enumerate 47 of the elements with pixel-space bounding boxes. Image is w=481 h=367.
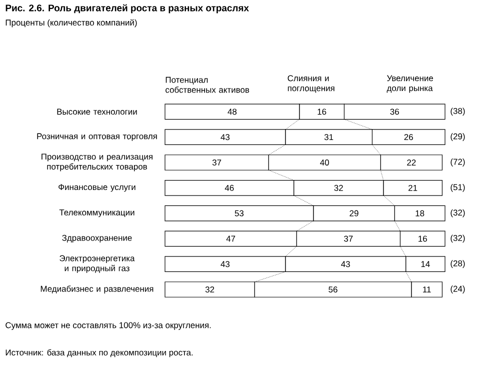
series-label: Потенциал собственных активов (166, 76, 250, 93)
data-label: 18 (416, 210, 424, 216)
data-label: 40 (320, 160, 329, 166)
data-label: 56 (328, 286, 338, 292)
y-tick-label: Медиабизнес и развлечения (40, 286, 154, 294)
data-label: 11 (423, 286, 431, 292)
data-label: 53 (234, 210, 244, 216)
y-tick-label: Здравоохранение (62, 234, 132, 243)
y-tick-label: Высокие технологии (57, 108, 137, 115)
text: (32) (450, 209, 465, 218)
data-label: 16 (318, 108, 326, 115)
text: (29) (450, 133, 465, 142)
data-label: 26 (404, 134, 413, 140)
data-label: 36 (390, 108, 399, 115)
data-label: 43 (220, 261, 230, 268)
text: (51) (450, 184, 465, 192)
series-label: Увеличение доли рынка (386, 75, 434, 93)
text: (32) (450, 234, 465, 243)
text: Сумма может не составлять 100% из-за округления. (6, 322, 211, 330)
data-label: 32 (334, 184, 343, 191)
text: (72) (450, 158, 465, 166)
data-label: 43 (341, 261, 350, 268)
data-label: 16 (418, 236, 427, 242)
y-tick-label: Производство и реализация потребительских товаров (42, 154, 152, 172)
text: Проценты (количество компаний) (6, 19, 137, 28)
series-label: Слияния и поглощения (288, 75, 334, 93)
y-tick-label: Телекоммуникации (59, 210, 134, 218)
y-tick-label: Электроэнергетика и природный газ (60, 255, 135, 273)
text: Источник: база данных по декомпозиции роста. (6, 349, 193, 358)
y-tick-label: Розничная и оптовая торговля (37, 133, 157, 141)
data-label: 43 (220, 134, 230, 140)
y-tick-label: Финансовые услуги (58, 184, 136, 192)
data-label: 31 (324, 134, 334, 140)
data-label: 37 (212, 160, 222, 166)
text: (28) (450, 260, 465, 268)
text: (38) (450, 108, 465, 116)
data-label: 29 (350, 210, 358, 216)
data-label: 22 (407, 160, 416, 166)
data-label: 46 (224, 184, 234, 191)
data-label: 48 (228, 108, 237, 115)
data-label: 14 (421, 261, 430, 268)
data-label: 21 (408, 184, 418, 191)
data-label: 47 (226, 236, 236, 242)
data-label: 32 (205, 286, 214, 292)
data-label: 37 (344, 236, 353, 242)
chart-title: Рис. 2.6. Роль двигателей роста в разных отраслях (6, 4, 249, 14)
text: (24) (450, 286, 465, 294)
